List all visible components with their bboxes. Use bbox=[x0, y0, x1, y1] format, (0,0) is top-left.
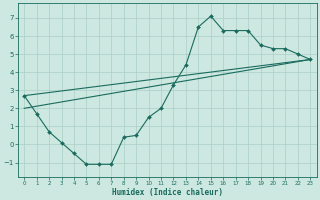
X-axis label: Humidex (Indice chaleur): Humidex (Indice chaleur) bbox=[112, 188, 223, 197]
